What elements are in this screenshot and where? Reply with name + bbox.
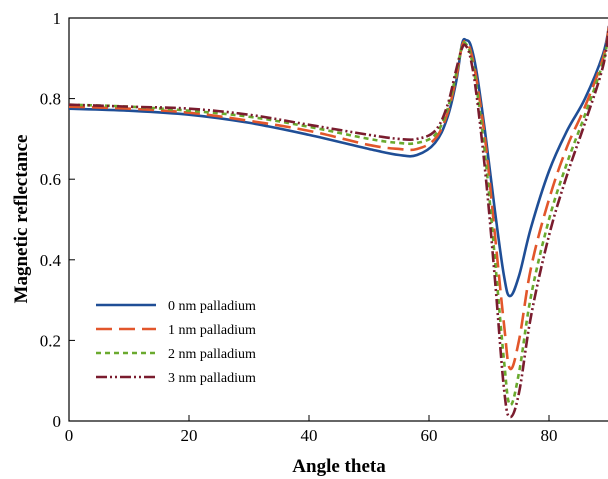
legend: 0 nm palladium 1 nm palladium 2 nm palladi… <box>96 299 256 386</box>
legend-label: 2 nm palladium <box>168 347 256 362</box>
series-line-1 <box>69 25 608 371</box>
y-tick-label: 0 <box>53 412 62 431</box>
x-tick-label: 40 <box>301 426 318 445</box>
y-tick-label: 0.6 <box>40 170 61 189</box>
legend-label: 3 nm palladium <box>168 371 256 386</box>
y-tick-label: 0.4 <box>40 251 62 270</box>
y-axis-title: Magnetic reflectance <box>11 135 32 304</box>
series-line-2 <box>69 29 608 407</box>
y-tick-label: 1 <box>53 9 62 28</box>
legend-label: 0 nm palladium <box>168 299 256 314</box>
x-tick-label: 0 <box>65 426 74 445</box>
x-tick-label: 80 <box>541 426 558 445</box>
x-tick-label: 60 <box>421 426 438 445</box>
y-tick-label: 0.2 <box>40 331 61 350</box>
x-tick-label: 20 <box>181 426 198 445</box>
axis-ticks: 0 20 40 60 80 0 0.2 0.4 0.6 0.8 1 <box>40 9 558 445</box>
series-line-3 <box>69 25 608 419</box>
series-lines <box>69 25 608 419</box>
y-tick-label: 0.8 <box>40 90 61 109</box>
series-line-0 <box>69 25 608 298</box>
x-axis-title: Angle theta <box>292 456 386 477</box>
legend-label: 1 nm palladium <box>168 323 256 338</box>
plot-frame <box>68 17 608 422</box>
